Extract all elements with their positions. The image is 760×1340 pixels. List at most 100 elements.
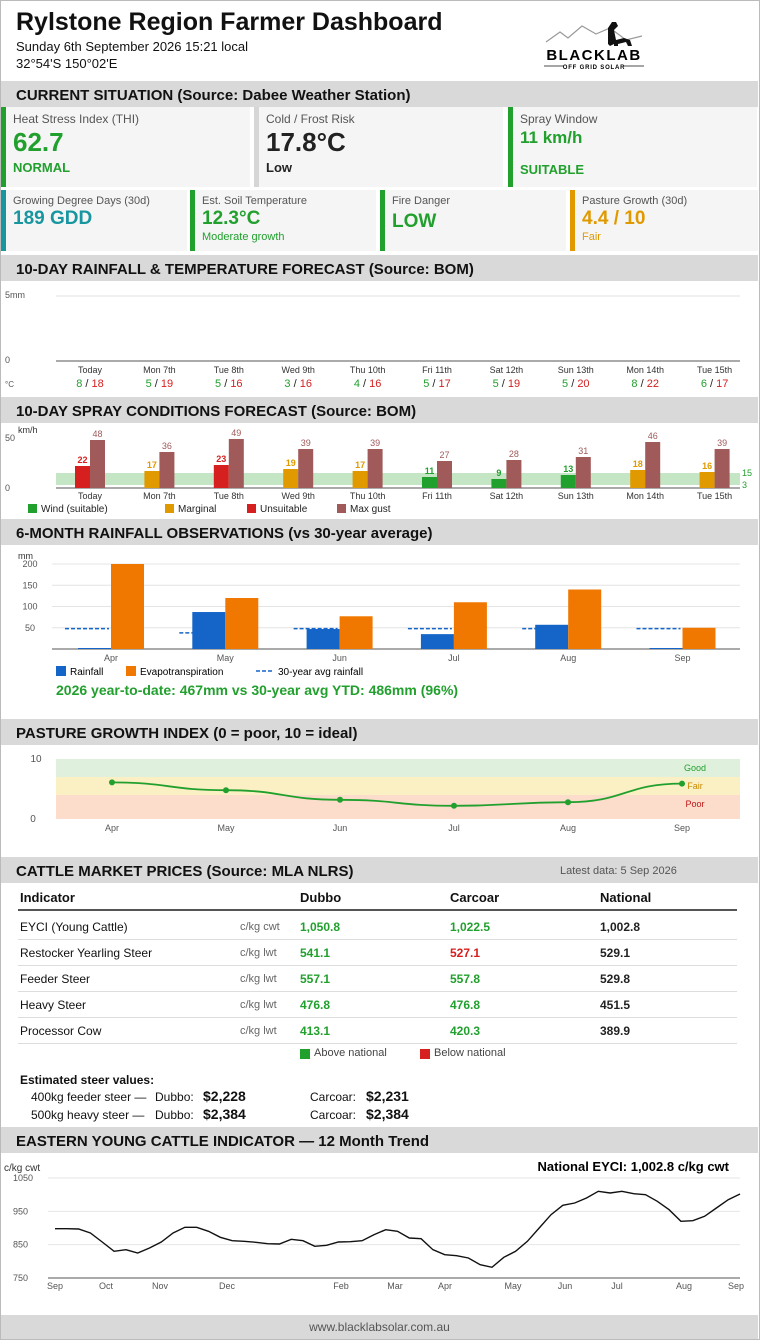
indicator-unit: c/kg lwt [240, 947, 277, 959]
section-pasture: PASTURE GROWTH INDEX (0 = poor, 10 = ide… [1, 719, 758, 745]
temp-range-label: 4 / 16 [354, 378, 382, 390]
gust-value-label: 39 [370, 438, 380, 448]
gust-value-label: 31 [578, 446, 588, 456]
section-current: CURRENT SITUATION (Source: Dabee Weather… [1, 81, 758, 107]
temp-unit-label: °C [5, 380, 14, 389]
y-tick-label: 0 [5, 355, 10, 365]
metric-value: 62.7 [13, 127, 64, 157]
indicator-name: Processor Cow [20, 1024, 102, 1038]
day-label: Today [78, 365, 103, 375]
metric-label: Est. Soil Temperature [202, 195, 307, 207]
x-tick-label: Nov [152, 1281, 169, 1291]
carcoar-steer-value: $2,231 [366, 1088, 409, 1104]
day-label: Tue 8th [214, 365, 244, 375]
day-label: Sun 13th [558, 365, 594, 375]
national-price: 451.5 [600, 998, 631, 1012]
x-tick-label: Dec [219, 1281, 236, 1291]
metric-status: Fair [582, 231, 601, 243]
steer-label: 500kg heavy steer — [31, 1108, 145, 1122]
temp-range-label: 5 / 17 [423, 378, 451, 390]
row-divider [18, 1043, 737, 1044]
metric-label: Heat Stress Index (THI) [13, 112, 140, 126]
section-cattle: CATTLE MARKET PRICES (Source: MLA NLRS) [1, 857, 758, 883]
dubbo-price: 1,050.8 [300, 920, 341, 934]
x-tick-label: Sep [674, 823, 690, 833]
gust-value-label: 48 [92, 429, 102, 439]
band-top-label: 15 [742, 468, 752, 478]
indicator-unit: c/kg lwt [240, 999, 277, 1011]
x-tick-label: Apr [105, 823, 119, 833]
x-tick-label: Aug [560, 823, 576, 833]
y-tick-label: 1050 [13, 1173, 33, 1183]
national-price: 529.8 [600, 972, 631, 986]
section-rain-temp: 10-DAY RAINFALL & TEMPERATURE FORECAST (… [1, 255, 758, 281]
metric-card: Spray Window 11 km/h SUITABLE [508, 107, 757, 187]
wind-bar [75, 466, 90, 488]
x-tick-label: Feb [333, 1281, 349, 1291]
metric-value: 11 km/h [520, 128, 583, 147]
pasture-growth-chart: Good Fair Poor 10 0 Apr May Jun Jul Aug Sep [30, 754, 740, 833]
metric-card: Fire Danger LOW [380, 190, 566, 251]
legend-swatch-below [420, 1049, 430, 1059]
day-label: Tue 15th [697, 491, 732, 501]
pasture-point [337, 796, 343, 803]
row-divider [18, 1017, 737, 1018]
blacklab-logo: BLACKLAB OFF GRID SOLAR [538, 10, 650, 72]
x-tick-label: Jun [558, 1281, 573, 1291]
metric-label: Fire Danger [392, 195, 451, 207]
footer-url[interactable]: www.blacklabsolar.com.au [1, 1315, 758, 1339]
temp-range-label: 6 / 17 [701, 378, 729, 390]
y-tick-label: 100 [22, 602, 37, 612]
national-price: 529.1 [600, 946, 631, 960]
dubbo-steer-value: $2,384 [203, 1106, 246, 1122]
dubbo-steer-value: $2,228 [203, 1088, 246, 1104]
y-tick-label: 850 [13, 1240, 28, 1250]
wind-value-label: 11 [425, 466, 435, 476]
y-tick-label: 50 [25, 623, 35, 633]
y-tick-label: 150 [22, 580, 37, 590]
column-header: Dubbo [300, 890, 342, 905]
row-divider [18, 991, 737, 992]
gust-value-label: 39 [301, 438, 311, 448]
day-label: Wed 9th [282, 365, 315, 375]
pasture-point [223, 787, 229, 794]
column-header: Carcoar [450, 890, 500, 905]
rainfall-bar [306, 629, 340, 649]
day-label: Mon 14th [626, 365, 664, 375]
indicator-name: EYCI (Young Cattle) [20, 920, 128, 934]
x-tick-label: Oct [99, 1281, 114, 1291]
day-label: Sun 13th [558, 491, 594, 501]
evapotranspiration-bar [453, 602, 487, 649]
legend-below-label: Below national [434, 1047, 506, 1059]
metric-label: Spray Window [520, 112, 598, 126]
y-tick-label: 5mm [5, 290, 25, 300]
gust-value-label: 28 [509, 449, 519, 459]
section-spray: 10-DAY SPRAY CONDITIONS FORECAST (Source… [1, 397, 758, 423]
y-tick-label: 750 [13, 1273, 28, 1283]
dubbo-price: 476.8 [300, 998, 331, 1012]
evapotranspiration-bar [682, 627, 716, 649]
metric-value: LOW [392, 211, 437, 232]
metric-label: Cold / Frost Risk [266, 112, 355, 126]
evapotranspiration-bar [111, 564, 144, 649]
x-tick-label: May [504, 1281, 522, 1291]
section-rain-obs: 6-MONTH RAINFALL OBSERVATIONS (vs 30-yea… [1, 519, 758, 545]
ytd-summary: 2026 year-to-date: 467mm vs 30-year avg … [56, 682, 458, 698]
carcoar-price: 1,022.5 [450, 920, 491, 934]
carcoar-steer-value: $2,384 [366, 1106, 409, 1122]
temp-range-label: 8 / 18 [76, 378, 104, 390]
metric-status: Low [266, 160, 292, 175]
dubbo-price: 541.1 [300, 946, 331, 960]
rainfall-bar [535, 624, 569, 649]
gust-bar [437, 461, 452, 488]
gust-value-label: 27 [439, 450, 449, 460]
day-label: Fri 11th [422, 365, 452, 375]
y-unit-label: mm [18, 551, 33, 561]
carcoar-price: 476.8 [450, 998, 481, 1012]
x-tick-label: Sep [674, 653, 690, 663]
wind-bar [699, 472, 715, 488]
y-unit-label: c/kg cwt [4, 1163, 40, 1174]
carcoar-price: 527.1 [450, 946, 481, 960]
x-tick-label: Aug [560, 653, 576, 663]
rainfall-bar [192, 612, 226, 649]
